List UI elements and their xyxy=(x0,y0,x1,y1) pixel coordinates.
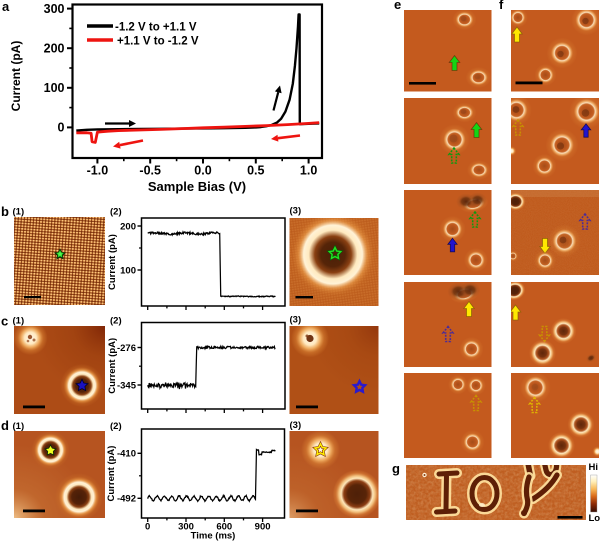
svg-text:+1.1 V to -1.2 V: +1.1 V to -1.2 V xyxy=(117,36,199,48)
svg-text:200: 200 xyxy=(120,221,136,232)
svg-text:(3): (3) xyxy=(290,315,302,326)
svg-text:(1): (1) xyxy=(13,316,25,327)
svg-text:Current (pA): Current (pA) xyxy=(106,446,117,502)
svg-text:-345: -345 xyxy=(117,380,137,391)
svg-text:Lo: Lo xyxy=(589,513,600,524)
svg-text:200: 200 xyxy=(44,42,65,56)
svg-text:(2): (2) xyxy=(110,421,122,432)
svg-text:-492: -492 xyxy=(117,494,136,505)
svg-text:c: c xyxy=(1,314,8,329)
svg-text:(1): (1) xyxy=(13,207,25,218)
svg-text:-0.5: -0.5 xyxy=(139,164,161,178)
svg-text:300: 300 xyxy=(44,2,65,16)
svg-text:0: 0 xyxy=(145,522,150,533)
svg-text:Hi: Hi xyxy=(589,462,599,473)
svg-text:b: b xyxy=(1,204,9,219)
svg-text:100: 100 xyxy=(120,265,136,276)
svg-text:0: 0 xyxy=(58,121,65,135)
svg-text:(3): (3) xyxy=(290,206,302,217)
svg-text:f: f xyxy=(499,0,504,12)
svg-text:Current (pA): Current (pA) xyxy=(107,338,118,394)
svg-text:(2): (2) xyxy=(110,316,122,327)
svg-text:Current (pA): Current (pA) xyxy=(9,41,23,112)
svg-text:(3): (3) xyxy=(290,420,302,431)
svg-text:Current (pA): Current (pA) xyxy=(107,234,118,290)
svg-text:Sample Bias (V): Sample Bias (V) xyxy=(148,179,246,194)
svg-text:(2): (2) xyxy=(110,207,122,218)
svg-text:-276: -276 xyxy=(117,343,136,354)
svg-text:g: g xyxy=(392,461,400,476)
svg-text:-1.0: -1.0 xyxy=(87,164,109,178)
svg-text:0.5: 0.5 xyxy=(247,164,264,178)
svg-text:0.0: 0.0 xyxy=(194,164,211,178)
svg-text:Time (ms): Time (ms) xyxy=(191,531,236,542)
svg-text:-410: -410 xyxy=(117,449,136,460)
svg-text:1.0: 1.0 xyxy=(300,164,317,178)
svg-text:d: d xyxy=(1,418,9,433)
svg-text:900: 900 xyxy=(255,522,271,533)
svg-text:-1.2 V to +1.1 V: -1.2 V to +1.1 V xyxy=(115,22,197,34)
svg-text:e: e xyxy=(394,0,401,12)
svg-text:100: 100 xyxy=(44,81,65,95)
svg-text:a: a xyxy=(2,0,10,14)
svg-text:(1): (1) xyxy=(13,421,25,432)
